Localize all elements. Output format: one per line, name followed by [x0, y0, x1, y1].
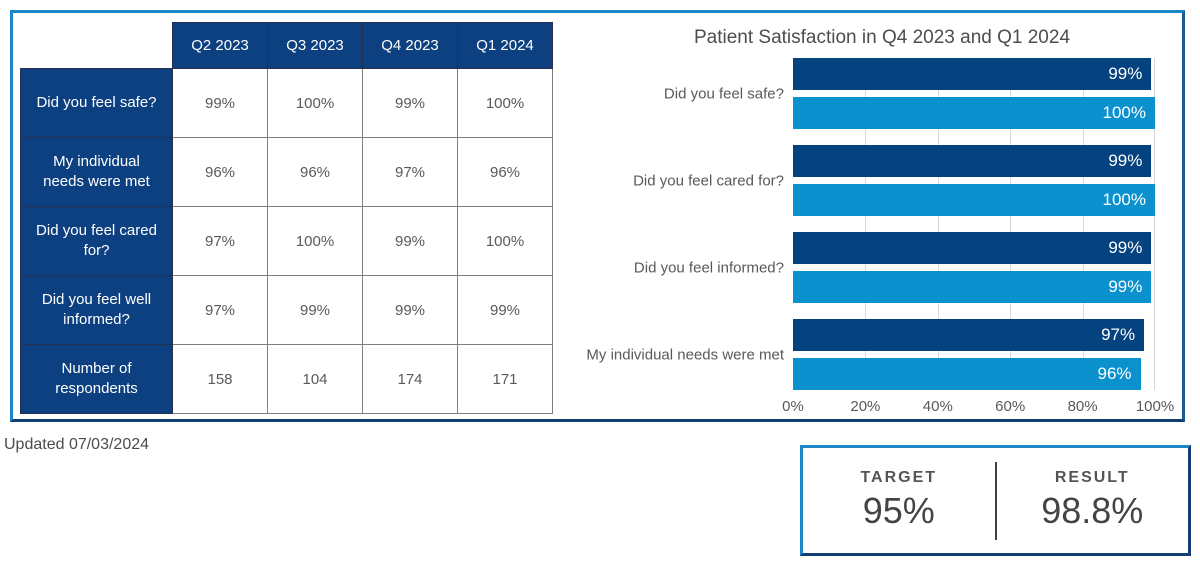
- table-cell: 174: [362, 344, 458, 414]
- kpi-result-label: RESULT: [1054, 469, 1130, 486]
- kpi-result-value: 98.8%: [1041, 490, 1144, 531]
- table-cell: 96%: [267, 137, 363, 207]
- table-header-row: Q2 2023 Q3 2023 Q4 2023 Q1 2024: [20, 22, 553, 69]
- bar-value-label: 99%: [1108, 64, 1143, 83]
- bar-value-label: 100%: [1102, 190, 1146, 209]
- x-axis-tick: 60%: [995, 398, 1026, 415]
- bar-value-label: 96%: [1097, 364, 1132, 383]
- bar-group-cared-for: Did you feel cared for? 99% 100%: [633, 145, 1155, 216]
- bar-q4-2023: 97%: [793, 319, 1145, 351]
- table-cell: 99%: [362, 275, 458, 345]
- bar-q4-2023: 99%: [793, 145, 1152, 177]
- updated-timestamp: Updated 07/03/2024: [4, 436, 150, 453]
- x-axis-tick: 20%: [850, 398, 881, 415]
- table-row-label: Number of respondents: [20, 344, 173, 414]
- table-row: Did you feel well informed? 97% 99% 99% …: [20, 275, 553, 345]
- x-axis-tick: 100%: [1135, 398, 1175, 415]
- category-label: Did you feel informed?: [633, 259, 784, 276]
- bar-groups: Did you feel safe? 99% 100% Did you feel…: [586, 58, 1155, 390]
- table-cell: 96%: [457, 137, 553, 207]
- gridline: [865, 58, 867, 390]
- category-label: Did you feel cared for?: [633, 172, 784, 189]
- bar-group-feel-safe: Did you feel safe? 99% 100%: [664, 58, 1155, 129]
- table-row-label: My individual needs were met: [20, 137, 173, 207]
- bar-q4-2023: 99%: [793, 232, 1152, 264]
- dashboard-panel: Q2 2023 Q3 2023 Q4 2023 Q1 2024 Did you …: [10, 10, 1185, 422]
- bar-q1-2024: 100%: [793, 184, 1155, 216]
- table-column-header: Q1 2024: [457, 22, 553, 69]
- bar-q1-2024: 99%: [793, 271, 1152, 303]
- table-cell: 100%: [457, 206, 553, 276]
- table-cell: 97%: [172, 275, 268, 345]
- table-row: Number of respondents 158 104 174 171: [20, 344, 553, 414]
- bar-value-label: 99%: [1108, 238, 1143, 257]
- bar-chart: Patient Satisfaction in Q4 2023 and Q1 2…: [586, 13, 1174, 419]
- bar-q4-2023: 99%: [793, 58, 1152, 90]
- table-cell: 100%: [267, 68, 363, 138]
- table-cell: 96%: [172, 137, 268, 207]
- x-axis-tick: 40%: [922, 398, 953, 415]
- kpi-target-value: 95%: [862, 490, 935, 531]
- table-cell: 100%: [457, 68, 553, 138]
- table-column-header: Q2 2023: [172, 22, 268, 69]
- table-cell: 100%: [267, 206, 363, 276]
- table-cell: 99%: [267, 275, 363, 345]
- kpi-target: TARGET 95%: [803, 469, 995, 532]
- bar-value-label: 99%: [1108, 151, 1143, 170]
- chart-title: Patient Satisfaction in Q4 2023 and Q1 2…: [693, 27, 1071, 48]
- table-row-label: Did you feel well informed?: [20, 275, 173, 345]
- table-column-header: Q4 2023: [362, 22, 458, 69]
- table-cell: 171: [457, 344, 553, 414]
- kpi-divider: [994, 461, 997, 540]
- table-cell: 104: [267, 344, 363, 414]
- table-column-header: Q3 2023: [267, 22, 363, 69]
- bar-q1-2024: 100%: [793, 97, 1155, 129]
- kpi-target-label: TARGET: [860, 469, 938, 486]
- table-row-label: Did you feel safe?: [20, 68, 173, 138]
- table-row: My individual needs were met 96% 96% 97%…: [20, 137, 553, 207]
- x-axis-tick: 0%: [782, 398, 804, 415]
- bar-value-label: 100%: [1102, 103, 1146, 122]
- gridline: [1154, 58, 1155, 390]
- table-cell: 99%: [362, 68, 458, 138]
- category-label: My individual needs were met: [586, 346, 784, 363]
- plot-area: Did you feel safe? 99% 100% Did you feel…: [586, 58, 1174, 415]
- bar-q1-2024: 96%: [793, 358, 1141, 390]
- table-cell: 97%: [172, 206, 268, 276]
- kpi-box: TARGET 95% RESULT 98.8%: [800, 445, 1191, 556]
- table-row: Did you feel cared for? 97% 100% 99% 100…: [20, 206, 553, 276]
- bar-group-needs-met: My individual needs were met 97% 96%: [586, 319, 1155, 390]
- satisfaction-table: Q2 2023 Q3 2023 Q4 2023 Q1 2024 Did you …: [20, 22, 553, 414]
- table-row-label: Did you feel cared for?: [20, 206, 173, 276]
- table-cell: 99%: [172, 68, 268, 138]
- gridline: [1082, 58, 1084, 390]
- bar-group-informed: Did you feel informed? 99% 99%: [634, 232, 1155, 303]
- table-cell: 99%: [457, 275, 553, 345]
- table-cell: 97%: [362, 137, 458, 207]
- category-label: Did you feel safe?: [663, 85, 784, 102]
- gridline: [1010, 58, 1012, 390]
- table-row: Did you feel safe? 99% 100% 99% 100%: [20, 68, 553, 138]
- table-cell: 99%: [362, 206, 458, 276]
- table-corner-cell: [20, 22, 173, 69]
- bar-value-label: 99%: [1108, 277, 1143, 296]
- x-axis: 0% 20% 40% 60% 80% 100%: [782, 398, 1174, 418]
- x-axis-tick: 80%: [1067, 398, 1098, 415]
- bar-value-label: 97%: [1101, 325, 1136, 344]
- gridline: [937, 58, 939, 390]
- table-cell: 158: [172, 344, 268, 414]
- kpi-result: RESULT 98.8%: [997, 469, 1189, 532]
